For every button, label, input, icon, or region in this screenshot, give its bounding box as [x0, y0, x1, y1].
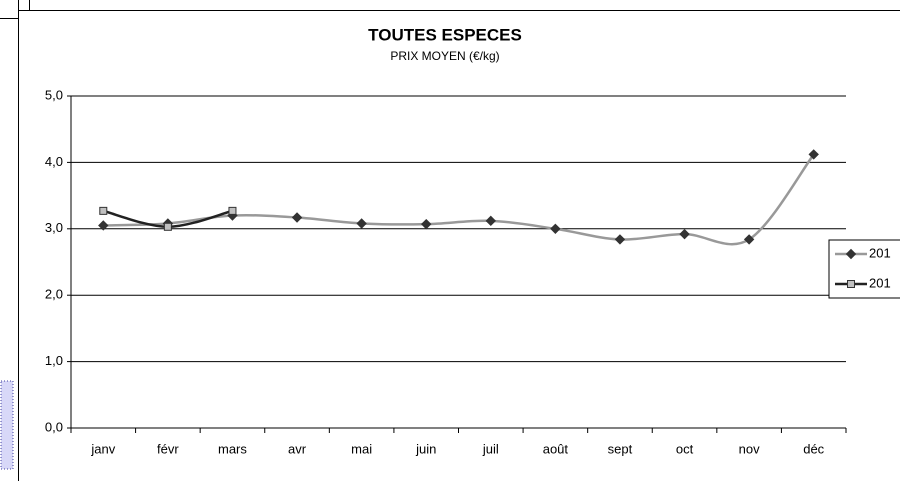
legend-label: 201: [869, 275, 891, 290]
data-point: [485, 215, 496, 227]
data-point: [291, 212, 303, 223]
x-tick-label: déc: [803, 441, 824, 456]
data-point: [228, 206, 237, 215]
x-tick-label: mars: [218, 441, 247, 456]
x-tick-label: juin: [415, 441, 436, 456]
x-tick-label: janv: [90, 441, 115, 456]
data-point: [98, 220, 109, 231]
legend-box: [828, 239, 900, 299]
data-point: [356, 218, 367, 229]
data-point: [421, 218, 432, 230]
y-tick-label: 4,0: [45, 154, 63, 169]
x-tick-label: avr: [288, 441, 307, 456]
x-tick-label: sept: [608, 441, 633, 456]
y-tick-label: 3,0: [45, 220, 63, 235]
selection-box: [0, 380, 14, 470]
data-point: [163, 222, 172, 231]
x-tick-label: mai: [351, 441, 372, 456]
x-tick-label: févr: [157, 441, 179, 456]
y-tick-label: 0,0: [45, 419, 63, 434]
y-tick-label: 2,0: [45, 287, 63, 302]
data-point: [550, 223, 561, 235]
x-tick-label: nov: [739, 441, 760, 456]
y-tick-label: 1,0: [45, 353, 63, 368]
data-point: [808, 149, 819, 160]
legend-marker: [847, 280, 855, 288]
data-point: [614, 234, 626, 245]
x-tick-label: oct: [676, 441, 694, 456]
x-tick-label: juil: [482, 441, 499, 456]
chart-subtitle: PRIX MOYEN (€/kg): [390, 49, 499, 63]
legend-label: 201: [869, 245, 891, 260]
data-point: [679, 228, 690, 240]
x-tick-label: août: [543, 441, 569, 456]
data-point: [99, 206, 108, 215]
legend-marker: [845, 248, 857, 260]
chart-title: TOUTES ESPECES: [368, 25, 522, 44]
data-point: [743, 234, 755, 245]
y-tick-label: 5,0: [45, 87, 63, 102]
